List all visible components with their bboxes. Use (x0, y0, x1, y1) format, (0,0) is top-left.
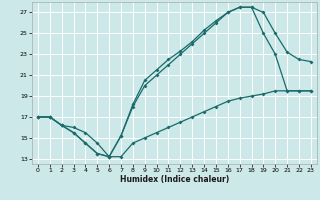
X-axis label: Humidex (Indice chaleur): Humidex (Indice chaleur) (120, 175, 229, 184)
